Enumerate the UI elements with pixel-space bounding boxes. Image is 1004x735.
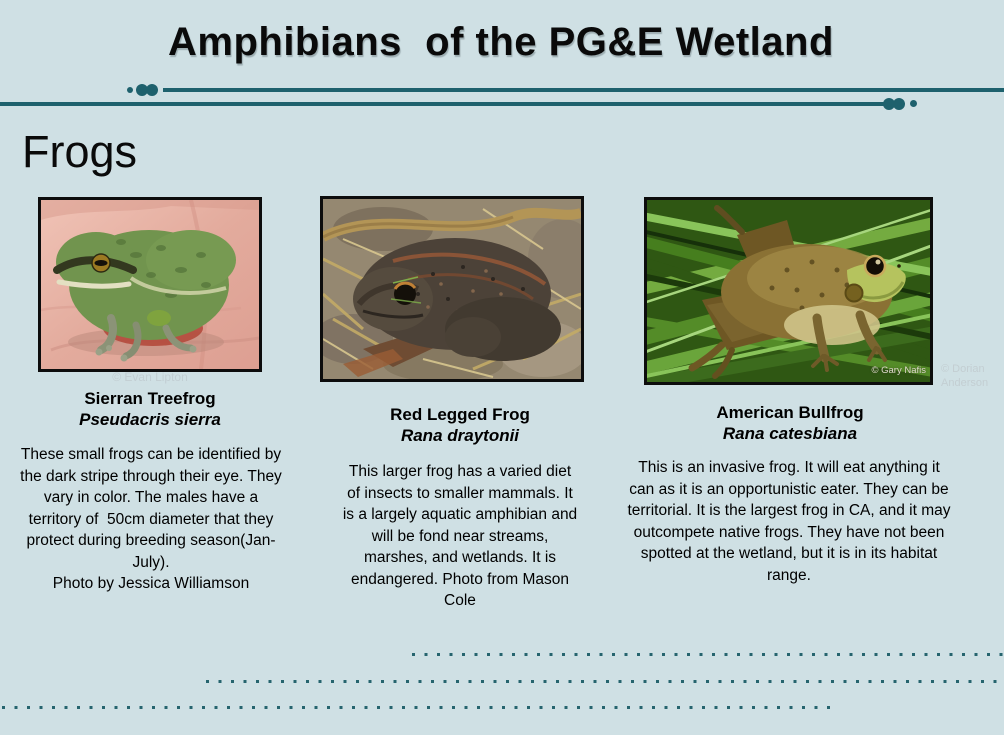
photo-credit-gary-nafis: © Gary Nafis xyxy=(871,365,926,376)
description-american-bullfrog: This is an invasive frog. It will eat an… xyxy=(627,459,955,584)
dotted-divider-3 xyxy=(2,706,838,709)
caption-american-bullfrog: American Bullfrog Rana catesbiana xyxy=(635,402,945,445)
description-sierran-treefrog: These small frogs can be identified by t… xyxy=(20,446,282,593)
common-name: American Bullfrog xyxy=(716,403,864,422)
caption-sierran-treefrog: Sierran Treefrog Pseudacris sierra xyxy=(24,388,276,431)
caption-red-legged-frog: Red Legged Frog Rana draytonii xyxy=(335,404,585,447)
sierran-treefrog-illustration xyxy=(41,200,259,369)
red-legged-frog-photo xyxy=(320,196,584,382)
divider-dot xyxy=(893,98,905,110)
sierran-treefrog-photo xyxy=(38,197,262,372)
scientific-name: Rana catesbiana xyxy=(722,424,858,444)
dotted-divider-2 xyxy=(206,680,1004,683)
divider-dot xyxy=(127,87,133,93)
divider-line-top xyxy=(163,88,1004,92)
american-bullfrog-illustration xyxy=(647,200,930,382)
photo-credit-evan-lipton: © Evan Lipton xyxy=(112,370,188,384)
photo-credit-dorian-anderson: © Dorian Anderson xyxy=(941,363,989,389)
divider-line-bottom xyxy=(0,102,886,106)
description-red-legged-frog: This larger frog has a varied diet of in… xyxy=(342,463,582,610)
scientific-name: Rana draytonii xyxy=(400,426,520,446)
common-name: Red Legged Frog xyxy=(390,405,530,424)
common-name: Sierran Treefrog xyxy=(84,389,216,408)
section-heading-frogs: Frogs xyxy=(22,126,138,177)
divider-dot xyxy=(146,84,158,96)
american-bullfrog-photo xyxy=(644,197,933,385)
red-legged-frog-illustration xyxy=(323,199,581,379)
divider-dot xyxy=(883,98,895,110)
divider-dot xyxy=(910,100,917,107)
scientific-name: Pseudacris sierra xyxy=(79,410,221,430)
dotted-divider-1 xyxy=(412,653,1004,656)
divider-dot xyxy=(136,84,148,96)
slide-title: Amphibians of the PG&E Wetland xyxy=(168,20,834,64)
